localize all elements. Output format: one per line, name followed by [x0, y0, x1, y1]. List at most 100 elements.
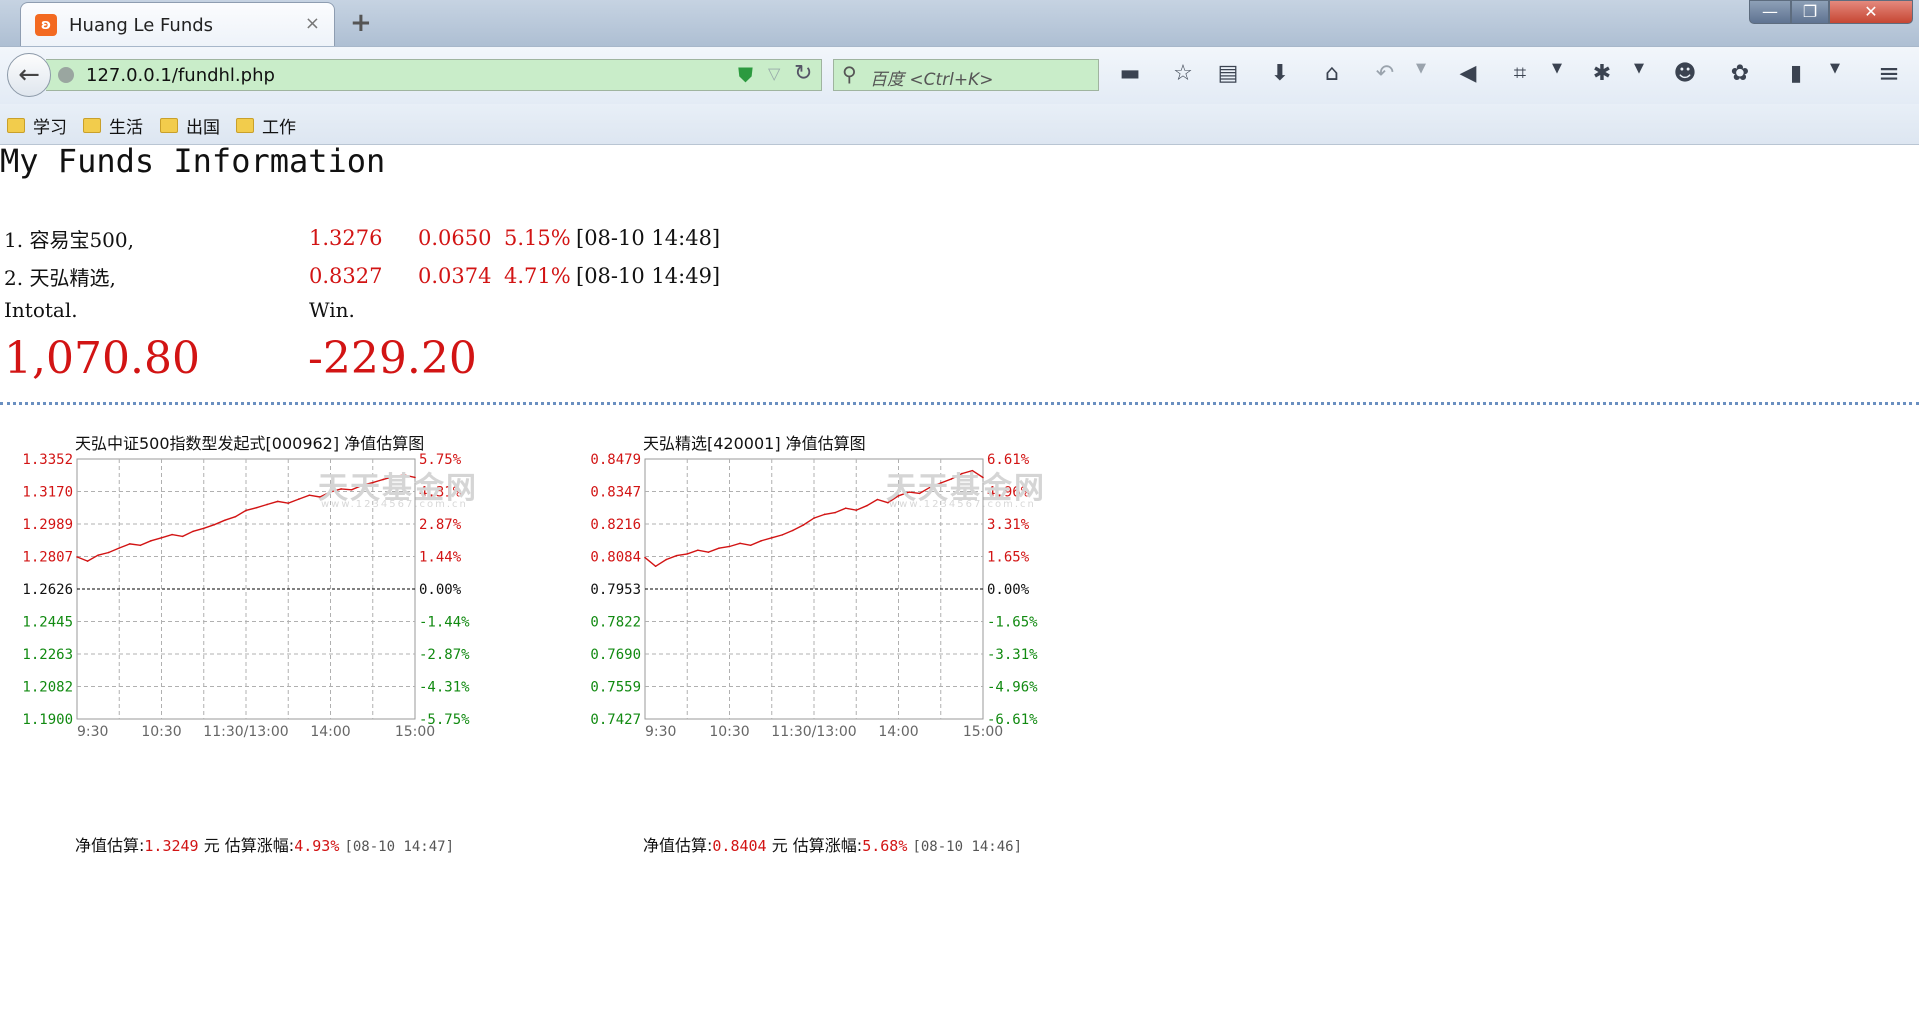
back-button[interactable]: ← — [7, 53, 51, 97]
minimize-button[interactable]: — — [1749, 0, 1791, 24]
data-point — [929, 486, 931, 488]
data-point — [792, 529, 794, 532]
home-icon[interactable]: ⌂ — [1325, 61, 1339, 86]
y-left-tick-label: 0.8216 — [590, 517, 641, 533]
data-point — [982, 476, 984, 479]
chart-watermark: 天天基金网 — [886, 471, 1046, 506]
title-bar: ʚ Huang Le Funds × + — ❐ ✕ — [0, 0, 1919, 46]
change-estimate-label: 估算涨幅: — [224, 836, 295, 855]
data-point — [961, 472, 963, 475]
data-point — [287, 502, 290, 505]
y-left-tick-label: 0.7690 — [590, 647, 641, 663]
y-left-tick-label: 1.1900 — [22, 712, 73, 728]
data-point — [224, 519, 226, 522]
search-placeholder[interactable]: 百度 <Ctrl+K> — [870, 70, 994, 90]
chart-plot: 0.8479 6.61% 0.8347 4.96% 0.8216 3.31% 0.8084 1… — [590, 452, 1038, 740]
data-point — [644, 556, 646, 559]
data-point — [150, 540, 152, 542]
data-point — [350, 488, 353, 491]
data-point — [139, 544, 142, 547]
data-point — [393, 475, 395, 478]
folder-icon[interactable]: ▬ — [1119, 61, 1141, 86]
nav-unit: 元 — [203, 836, 220, 855]
bookmark-folder-work[interactable]: 工作 — [236, 113, 296, 138]
clipboard-dropdown-icon[interactable]: ▼ — [1830, 61, 1840, 76]
data-point — [255, 506, 258, 509]
bug-dropdown-icon[interactable]: ▼ — [1634, 61, 1644, 76]
dropdown-icon[interactable]: ▽ — [768, 64, 781, 83]
undo-icon[interactable]: ↶ — [1375, 61, 1395, 86]
bookmark-label: 出国 — [186, 118, 220, 138]
y-right-tick-label: 4.96% — [987, 485, 1030, 501]
y-right-tick-label: -4.96% — [987, 680, 1038, 696]
speaker-icon[interactable]: ◀ — [1459, 61, 1477, 86]
chat-icon[interactable]: ☻ — [1673, 61, 1697, 86]
clipboard-icon[interactable]: ▮ — [1789, 61, 1803, 86]
bookmark-folder-life[interactable]: 生活 — [83, 113, 143, 138]
bookmark-label: 生活 — [109, 118, 143, 138]
bookmark-folder-abroad[interactable]: 出国 — [160, 113, 220, 138]
bookmarks-bar: 学习 生活 出国 工作 — [0, 104, 1919, 145]
shield-icon[interactable]: ⛊ — [738, 63, 753, 87]
data-point — [939, 482, 942, 484]
bug-icon[interactable]: ✱ — [1592, 61, 1612, 86]
y-left-tick-label: 1.2082 — [22, 680, 73, 696]
chart-title: 天弘中证500指数型发起式[000962] 净值估算图 — [75, 434, 425, 453]
download-icon[interactable]: ⬇ — [1270, 61, 1290, 86]
url-text[interactable]: 127.0.0.1/fundhl.php — [86, 65, 275, 86]
data-point — [971, 469, 974, 472]
y-left-tick-label: 0.7559 — [590, 680, 641, 696]
fund-2-name: 2. 天弘精选, — [4, 266, 116, 290]
fund-chart-000962: 1.3352 5.75% 1.3170 4.31% 1.2989 2.87% 1.2807 1… — [15, 425, 485, 855]
data-point — [329, 491, 332, 493]
crop-icon[interactable]: ⌗ — [1513, 61, 1527, 86]
data-point — [728, 545, 731, 548]
y-left-tick-label: 1.2989 — [22, 517, 73, 533]
reload-icon[interactable]: ↻ — [794, 61, 813, 86]
estimate-time: [08-10 14:47] — [344, 839, 455, 855]
data-point — [697, 549, 699, 551]
globe-icon — [58, 67, 74, 83]
undo-dropdown-icon[interactable]: ▼ — [1416, 61, 1426, 76]
data-point — [665, 558, 667, 561]
search-bar[interactable]: ⚲ 百度 <Ctrl+K> — [833, 59, 1099, 91]
close-tab-icon[interactable]: × — [304, 13, 320, 34]
x-tick-label: 14:00 — [310, 724, 350, 740]
reading-list-icon[interactable]: ▤ — [1217, 61, 1239, 86]
data-point — [823, 513, 826, 516]
crop-dropdown-icon[interactable]: ▼ — [1552, 61, 1562, 76]
data-point — [918, 492, 921, 495]
data-point — [802, 524, 805, 526]
data-point — [897, 495, 900, 497]
data-point — [781, 534, 784, 536]
chart-footer: 净值估算:1.3249 元 估算涨幅:4.93% [08-10 14:47] — [75, 832, 454, 856]
y-left-tick-label: 1.3170 — [22, 485, 73, 501]
data-point — [739, 542, 741, 545]
new-tab-button[interactable]: + — [350, 8, 372, 38]
data-point — [298, 498, 300, 500]
close-window-button[interactable]: ✕ — [1829, 0, 1913, 24]
bookmark-label: 学习 — [33, 118, 67, 138]
bookmark-star-icon[interactable]: ☆ — [1173, 61, 1193, 86]
nav-estimate-label: 净值估算: — [643, 836, 713, 855]
data-point — [686, 553, 689, 555]
data-point — [192, 530, 194, 533]
y-right-tick-label: -3.31% — [987, 647, 1038, 663]
x-tick-label: 11:30/13:00 — [203, 724, 288, 740]
maximize-button[interactable]: ❐ — [1791, 0, 1829, 24]
x-tick-label: 11:30/13:00 — [771, 724, 856, 740]
browser-tab[interactable]: ʚ Huang Le Funds × — [20, 2, 335, 46]
bookmark-folder-study[interactable]: 学习 — [7, 113, 67, 138]
data-point — [950, 478, 953, 480]
addons-icon[interactable]: ✿ — [1730, 61, 1750, 86]
nav-estimate-value: 1.3249 — [144, 837, 199, 855]
menu-icon[interactable]: ≡ — [1878, 59, 1900, 89]
nav-estimate-label: 净值估算: — [75, 836, 145, 855]
url-bar[interactable]: 127.0.0.1/fundhl.php ⛊ ▽ ↻ — [46, 59, 822, 91]
data-point — [245, 509, 247, 512]
y-right-tick-label: -1.44% — [419, 615, 470, 631]
y-right-tick-label: 1.44% — [419, 550, 462, 566]
y-right-tick-label: 6.61% — [987, 452, 1030, 468]
y-left-tick-label: 0.7822 — [590, 615, 641, 631]
data-point — [813, 517, 815, 519]
